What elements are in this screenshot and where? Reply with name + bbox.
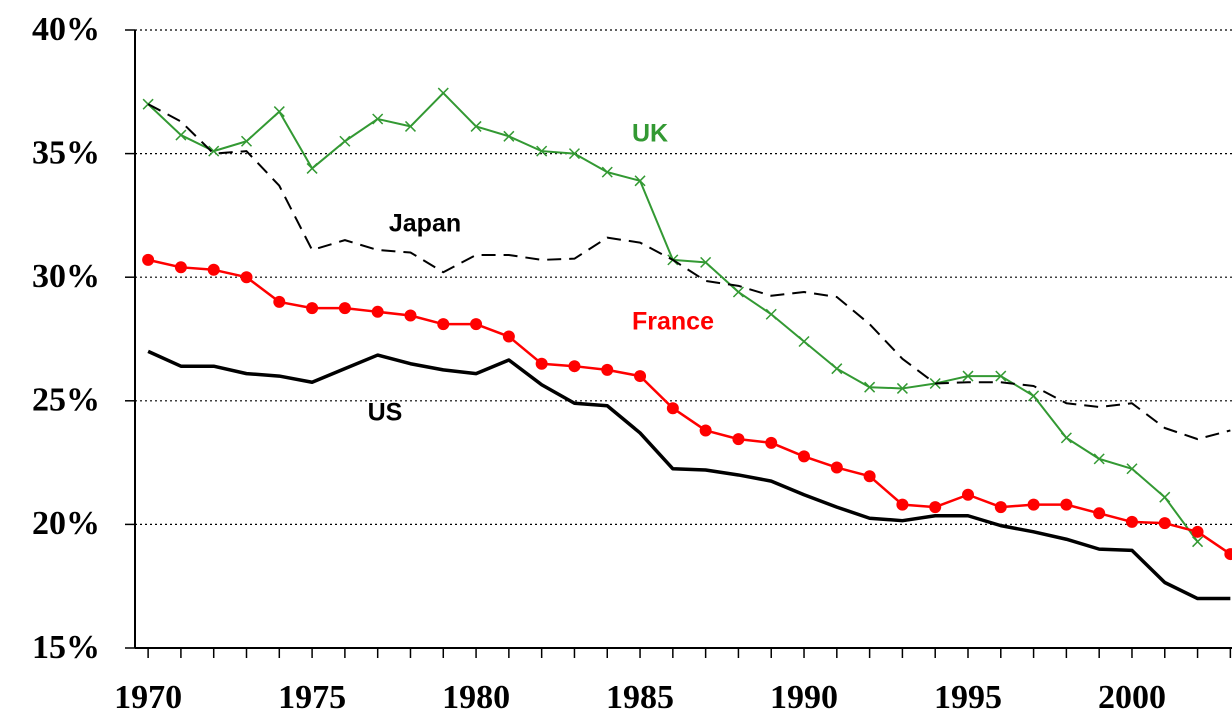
y-tick-label: 15%: [32, 629, 100, 666]
point: [568, 148, 580, 160]
point: [306, 162, 318, 174]
point: [142, 98, 154, 110]
point: [273, 295, 286, 308]
point: [634, 370, 647, 383]
point: [1159, 491, 1171, 503]
point: [831, 363, 843, 375]
point: [699, 424, 712, 437]
point: [437, 87, 449, 99]
x-tick-label: 1985: [606, 679, 674, 716]
point: [502, 330, 515, 343]
point: [142, 253, 155, 266]
point: [634, 175, 646, 187]
point: [240, 135, 253, 147]
point: [1158, 517, 1171, 530]
point: [175, 129, 187, 141]
point: [404, 309, 417, 322]
y-tick-label: 20%: [32, 505, 100, 542]
point: [896, 498, 909, 511]
point: [470, 120, 482, 132]
point: [798, 450, 811, 463]
point: [732, 433, 745, 446]
point: [1093, 453, 1105, 465]
point: [765, 436, 778, 449]
point: [700, 256, 712, 268]
point: [1060, 432, 1072, 444]
point: [896, 382, 908, 394]
point: [1027, 498, 1040, 511]
point: [994, 501, 1007, 514]
point: [1028, 390, 1040, 402]
point: [995, 370, 1007, 382]
point: [1093, 507, 1106, 520]
x-tick-label: 1970: [114, 679, 182, 716]
point: [830, 461, 843, 474]
series-label: US: [368, 399, 403, 427]
point: [601, 363, 614, 376]
point: [306, 302, 319, 315]
y-tick-label: 25%: [32, 382, 100, 419]
point: [1191, 525, 1204, 538]
point: [404, 120, 417, 132]
plot-area: [142, 87, 1232, 601]
point: [535, 357, 548, 370]
point: [962, 370, 974, 382]
point: [503, 130, 515, 142]
x-tick-label: 1995: [934, 679, 1002, 716]
point: [339, 135, 351, 147]
series-line: [147, 349, 1231, 601]
point: [470, 318, 483, 331]
point: [765, 308, 777, 320]
x-tick-label: 1975: [278, 679, 346, 716]
x-tick-label: 1980: [442, 679, 510, 716]
point: [1060, 498, 1073, 511]
point: [273, 106, 285, 118]
series-label: France: [632, 308, 714, 336]
y-tick-label: 35%: [32, 134, 100, 171]
y-tick-label: 40%: [32, 11, 100, 48]
x-tick-label: 2000: [1098, 679, 1166, 716]
point: [601, 166, 613, 178]
x-tick-label: 1990: [770, 679, 838, 716]
series-label: UK: [632, 120, 668, 148]
series-label: Japan: [389, 210, 461, 238]
point: [1192, 536, 1204, 548]
point: [1125, 515, 1138, 528]
point: [207, 263, 220, 276]
point: [437, 318, 450, 331]
point: [732, 286, 744, 298]
point: [338, 302, 351, 315]
series-line: [147, 103, 1231, 441]
point: [240, 271, 253, 284]
point: [208, 145, 220, 157]
series-line: [147, 258, 1232, 556]
point: [1126, 463, 1138, 475]
point: [536, 145, 548, 157]
point: [666, 402, 679, 415]
point: [372, 113, 384, 125]
point: [371, 305, 384, 318]
point: [1224, 548, 1232, 561]
point: [961, 488, 974, 501]
point: [864, 381, 876, 393]
point: [174, 261, 187, 274]
y-tick-label: 30%: [32, 258, 100, 295]
point: [863, 470, 876, 483]
point: [929, 501, 942, 514]
point: [798, 335, 810, 348]
point: [568, 360, 581, 373]
